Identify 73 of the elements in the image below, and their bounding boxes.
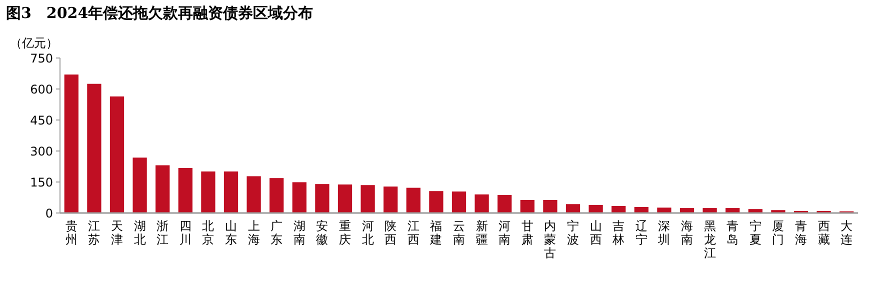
bar [292, 182, 306, 213]
x-tick-label: 山西 [590, 219, 602, 246]
bar [315, 184, 330, 213]
x-tick-label: 河南 [498, 219, 511, 246]
bar [178, 168, 192, 213]
bar [64, 74, 78, 213]
bar [702, 208, 717, 213]
bar [452, 192, 466, 213]
x-tick-label: 北京 [202, 219, 214, 246]
x-tick-label: 辽宁 [635, 219, 648, 246]
bar [474, 194, 489, 213]
x-tick-label: 厦门 [772, 219, 784, 246]
bar [612, 206, 626, 213]
x-tick-label: 河北 [362, 219, 374, 246]
x-tick-label: 内蒙古 [544, 219, 556, 260]
bar [406, 188, 420, 213]
x-tick-label: 黑龙江 [704, 219, 716, 260]
bar [270, 178, 284, 213]
bar [384, 186, 398, 213]
chart-title: 图3 2024年偿还拖欠款再融资债券区域分布 [6, 4, 314, 22]
y-tick-label: 0 [45, 206, 53, 220]
x-tick-label: 甘肃 [521, 219, 534, 246]
x-tick-label: 青岛 [726, 219, 739, 246]
x-tick-label: 海南 [681, 219, 693, 246]
y-tick-label: 450 [30, 114, 53, 128]
x-tick-label: 湖北 [134, 219, 146, 246]
x-tick-label: 深圳 [657, 219, 670, 246]
bar [132, 158, 147, 213]
x-tick-label: 陕西 [384, 219, 397, 246]
y-axis-title: （亿元） [10, 36, 58, 50]
bar [246, 176, 261, 213]
x-tick-label: 湖南 [293, 219, 306, 246]
x-tick-label: 宁波 [567, 219, 579, 246]
bar [520, 200, 534, 213]
bar [156, 165, 170, 213]
x-tick-label: 四川 [179, 219, 192, 246]
x-tick-label: 大连 [840, 219, 853, 246]
y-tick-label: 600 [30, 82, 53, 96]
x-tick-label: 青海 [795, 219, 807, 246]
x-tick-label: 重庆 [339, 219, 351, 246]
x-tick-label: 吉林 [612, 219, 625, 246]
bar [201, 171, 216, 213]
bar [429, 191, 444, 213]
bar [680, 208, 694, 213]
x-tick-label: 广东 [270, 219, 283, 246]
bar [726, 208, 740, 213]
x-tick-label: 浙江 [156, 219, 169, 246]
x-tick-label: 云南 [453, 219, 465, 246]
x-tick-label: 新疆 [476, 219, 488, 246]
bar [87, 84, 102, 213]
x-tick-label: 福建 [429, 219, 442, 246]
x-tick-label: 山东 [225, 219, 237, 246]
x-tick-label: 江西 [407, 219, 420, 246]
x-tick-label: 上海 [248, 219, 260, 246]
bar [338, 184, 352, 213]
y-tick-label: 300 [30, 144, 53, 158]
x-tick-label: 宁夏 [749, 219, 762, 246]
bar [588, 204, 603, 213]
bar [543, 200, 558, 213]
bar [634, 207, 648, 213]
bar [657, 208, 672, 213]
x-tick-label: 贵州 [65, 219, 78, 246]
x-tick-label: 江苏 [88, 219, 100, 246]
y-tick-label: 150 [30, 176, 53, 190]
y-tick-label: 750 [30, 52, 53, 66]
x-tick-label: 西藏 [818, 219, 830, 246]
bar [360, 185, 375, 213]
bar [566, 204, 580, 213]
bar [498, 195, 512, 213]
x-tick-label: 安徽 [316, 219, 328, 246]
bar [224, 171, 238, 213]
x-tick-label: 天津 [111, 219, 123, 246]
bar [110, 96, 124, 213]
